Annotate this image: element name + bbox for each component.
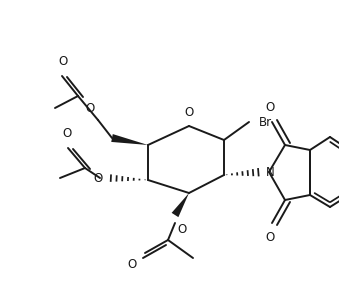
- Polygon shape: [111, 134, 148, 145]
- Text: O: O: [62, 127, 72, 140]
- Text: O: O: [265, 101, 275, 114]
- Text: O: O: [94, 173, 103, 186]
- Text: O: O: [184, 106, 194, 119]
- Text: Br: Br: [259, 116, 272, 129]
- Text: N: N: [266, 165, 275, 178]
- Text: O: O: [128, 258, 137, 271]
- Polygon shape: [172, 193, 189, 217]
- Text: O: O: [265, 231, 275, 244]
- Text: O: O: [58, 55, 67, 68]
- Text: O: O: [177, 223, 186, 236]
- Text: O: O: [86, 102, 95, 115]
